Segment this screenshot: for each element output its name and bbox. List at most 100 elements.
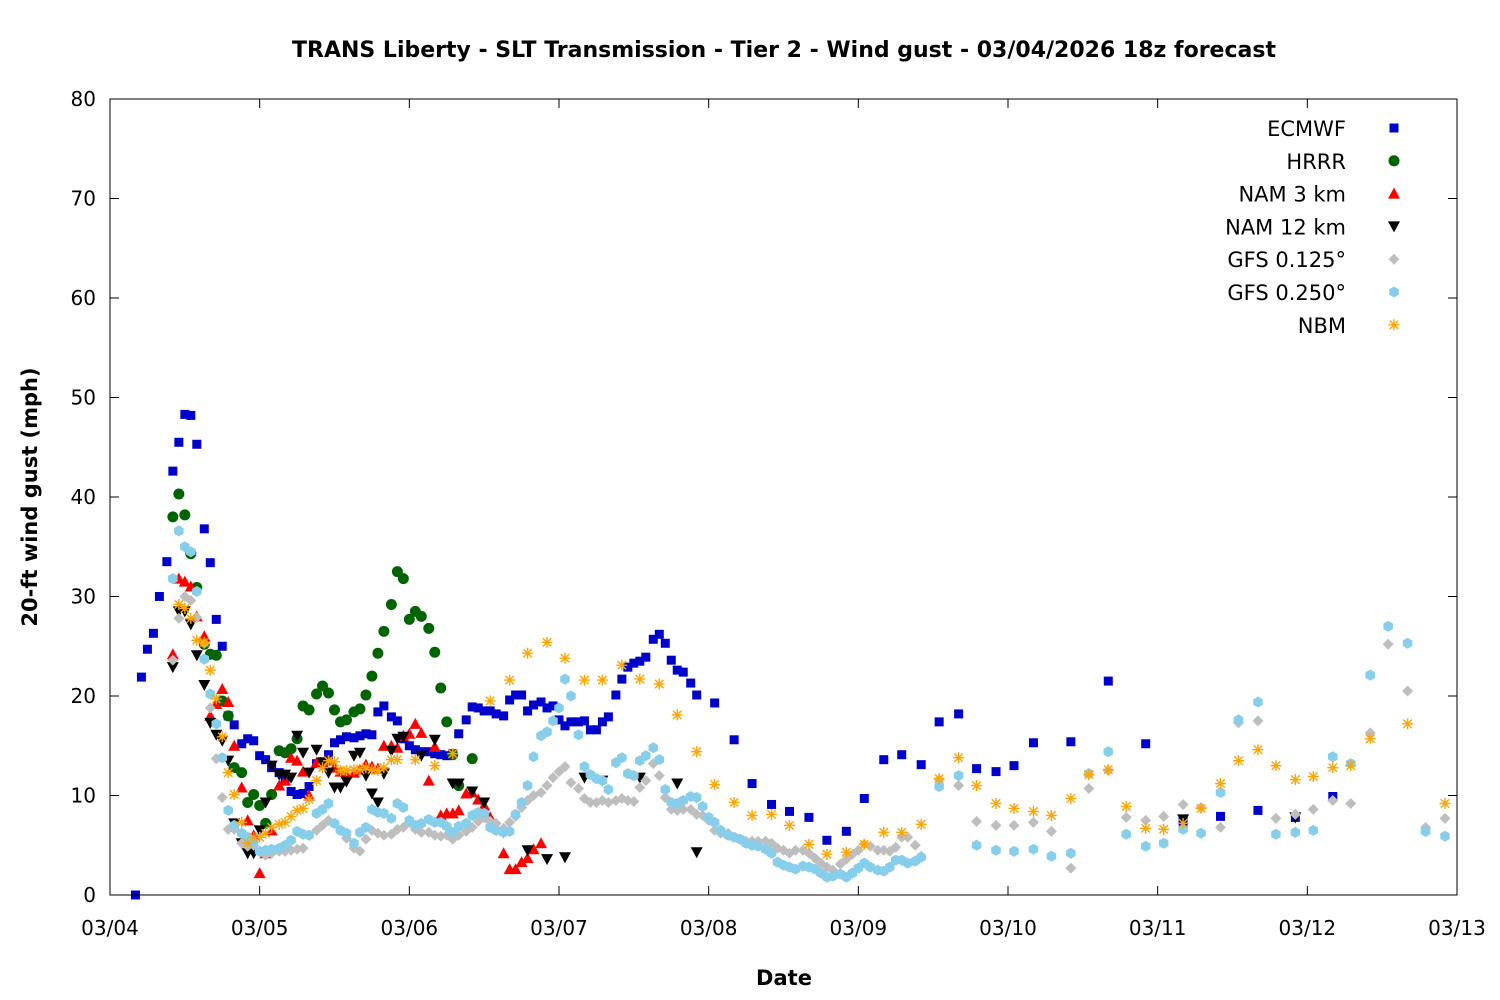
data-point xyxy=(697,800,708,812)
data-point xyxy=(1120,811,1132,823)
data-point xyxy=(210,693,222,705)
data-point xyxy=(517,690,527,700)
data-point xyxy=(828,870,838,882)
data-point xyxy=(885,861,895,873)
data-point xyxy=(423,622,435,634)
data-point xyxy=(266,821,278,833)
data-point xyxy=(297,842,309,854)
data-point xyxy=(222,767,234,779)
data-point xyxy=(879,755,889,765)
data-point xyxy=(373,707,383,717)
data-point xyxy=(236,816,248,828)
data-point xyxy=(528,751,539,763)
data-point xyxy=(397,573,409,585)
data-point xyxy=(452,804,465,816)
data-point xyxy=(1216,811,1226,821)
legend-label: GFS 0.250° xyxy=(1227,281,1346,305)
data-point xyxy=(709,816,720,828)
data-point xyxy=(1121,828,1131,840)
data-point xyxy=(430,749,440,759)
legend-marker xyxy=(1388,187,1400,199)
data-point xyxy=(635,656,645,666)
data-point xyxy=(504,674,516,686)
data-point xyxy=(784,806,794,816)
data-point xyxy=(559,761,571,773)
data-point xyxy=(897,750,907,760)
y-tick-label: 20 xyxy=(71,684,96,708)
data-point xyxy=(1140,840,1151,852)
data-point xyxy=(579,716,589,726)
data-point xyxy=(349,837,359,849)
plot-frame xyxy=(109,98,1458,896)
data-point xyxy=(341,732,351,742)
data-point xyxy=(353,747,366,759)
data-point xyxy=(616,659,628,671)
data-point xyxy=(479,807,489,819)
data-point xyxy=(166,648,179,660)
data-point xyxy=(361,729,371,739)
data-point xyxy=(398,801,409,813)
data-point xyxy=(558,852,571,864)
data-point xyxy=(579,761,590,773)
data-point xyxy=(865,861,876,873)
x-tick-label: 03/06 xyxy=(381,916,439,940)
data-point xyxy=(690,847,703,859)
data-point xyxy=(1102,764,1114,776)
data-point xyxy=(136,672,146,682)
data-point xyxy=(822,835,832,845)
data-point xyxy=(1402,637,1413,649)
x-tick-label: 03/13 xyxy=(1428,916,1486,940)
series-gfs-0-250- xyxy=(168,525,1450,883)
data-point xyxy=(617,674,627,684)
data-point xyxy=(416,817,427,829)
data-point xyxy=(728,796,740,808)
legend-marker xyxy=(1389,123,1399,133)
data-point xyxy=(485,706,495,716)
data-point xyxy=(397,731,410,743)
legend-label: HRRR xyxy=(1286,150,1346,174)
data-point xyxy=(536,697,546,707)
data-point xyxy=(185,594,197,606)
data-point xyxy=(1027,816,1039,828)
data-point xyxy=(629,658,639,668)
y-tick-label: 10 xyxy=(71,784,96,808)
x-tick-label: 03/09 xyxy=(830,916,888,940)
data-point xyxy=(228,739,241,751)
data-point xyxy=(154,592,164,601)
data-point xyxy=(461,817,471,829)
data-point xyxy=(1141,739,1151,749)
data-point xyxy=(953,780,965,792)
data-point xyxy=(1382,638,1394,650)
data-point xyxy=(360,762,372,774)
y-tick-label: 60 xyxy=(71,286,96,310)
legend-marker xyxy=(1388,221,1400,233)
data-point xyxy=(522,780,533,792)
data-point xyxy=(916,760,926,770)
data-point xyxy=(566,690,576,702)
data-point xyxy=(436,750,446,760)
data-point xyxy=(611,690,621,700)
y-tick-label: 0 xyxy=(83,883,96,907)
data-point xyxy=(1345,760,1357,772)
data-point xyxy=(174,525,184,537)
data-point xyxy=(653,678,665,690)
data-point xyxy=(190,650,203,662)
y-tick-label: 40 xyxy=(71,485,96,509)
data-point xyxy=(603,784,614,796)
data-point xyxy=(304,829,314,841)
data-point xyxy=(1140,822,1152,834)
y-tick-label: 50 xyxy=(71,386,96,410)
data-point xyxy=(347,750,360,762)
data-point xyxy=(446,807,459,819)
data-point xyxy=(191,634,203,646)
data-point xyxy=(753,840,763,852)
data-point xyxy=(1066,847,1076,859)
data-point xyxy=(198,636,210,648)
data-point xyxy=(565,777,577,789)
data-point xyxy=(1215,821,1227,833)
legend-marker xyxy=(1389,286,1399,298)
data-point xyxy=(1008,819,1020,831)
data-point xyxy=(429,760,441,772)
data-point xyxy=(596,674,608,686)
data-point xyxy=(573,729,584,741)
